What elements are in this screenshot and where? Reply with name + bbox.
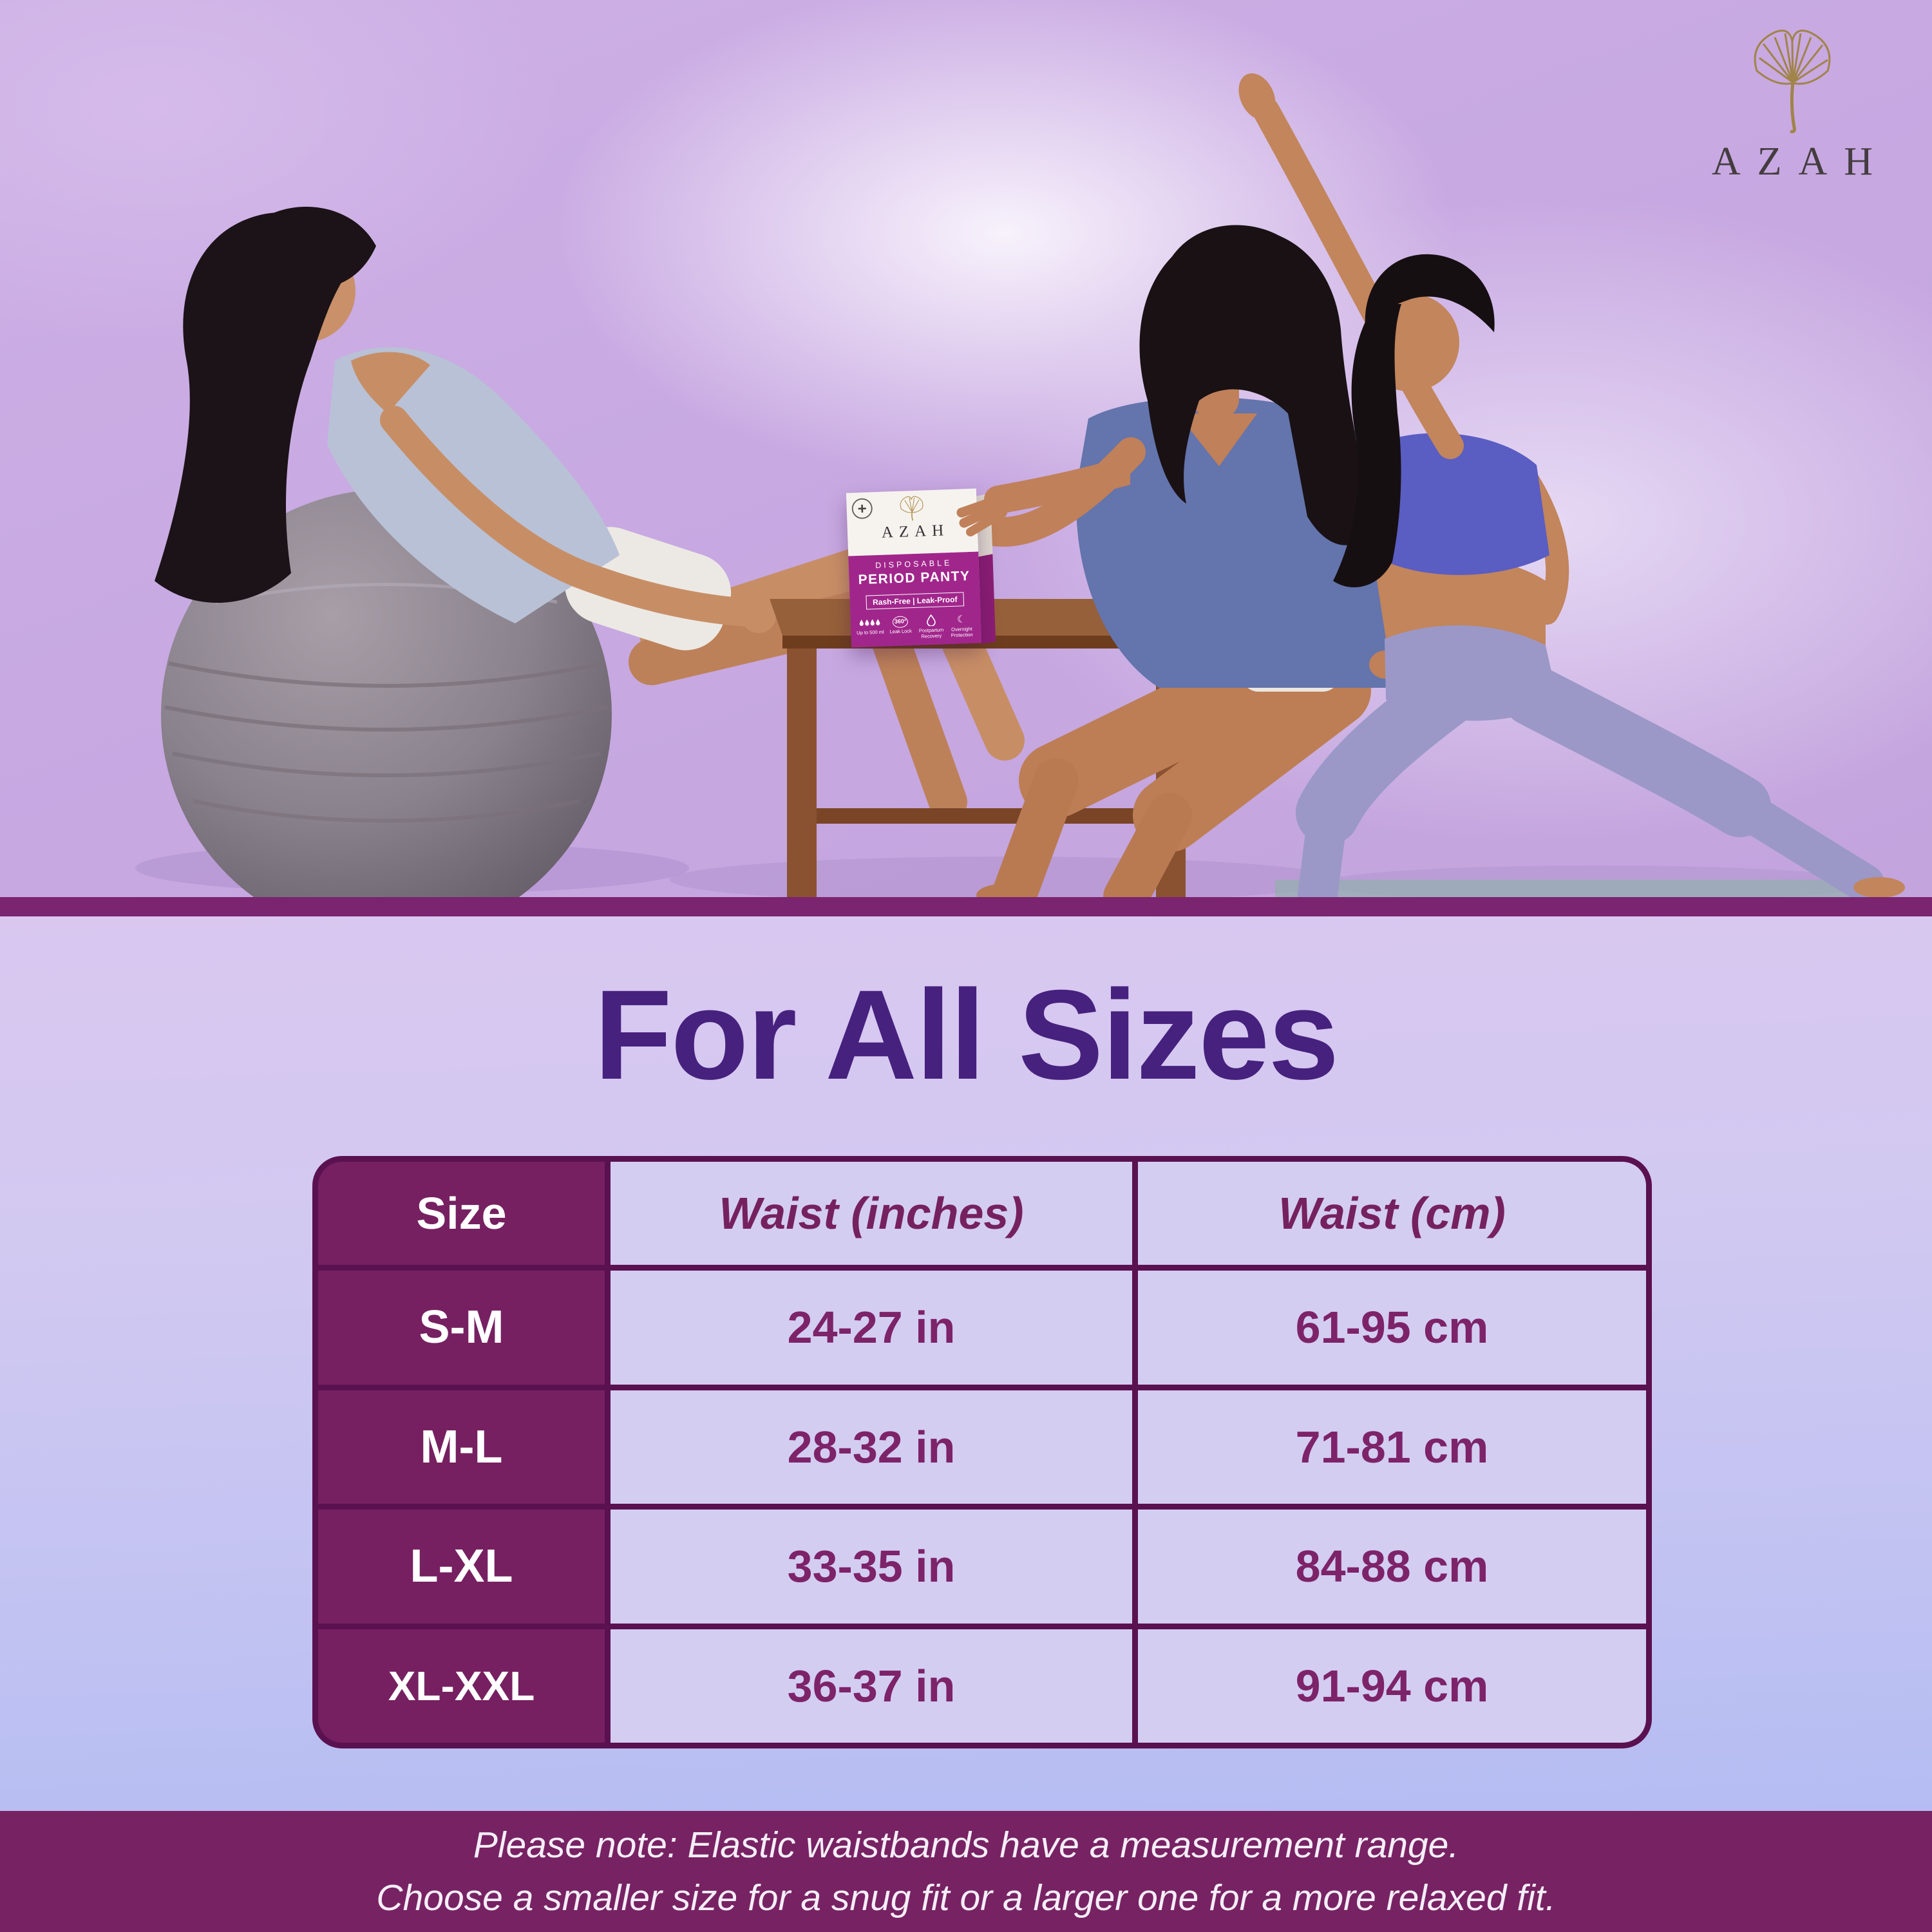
size-table: Size Waist (inches) Waist (cm) S-M 24-27… xyxy=(312,1156,1652,1748)
medical-plus-icon: + xyxy=(851,498,873,520)
divider-bar xyxy=(0,897,1932,916)
table-row-size-label: S-M xyxy=(318,1271,605,1385)
table-cell-waist-inches: 24-27 in xyxy=(611,1271,1132,1385)
table-cell-waist-inches: 33-35 in xyxy=(611,1510,1132,1624)
overnight-moon-icon: ☾ xyxy=(956,614,966,625)
ponytail xyxy=(1333,304,1401,587)
table-row-size-label: L-XL xyxy=(318,1510,605,1624)
box-feature: 360° Leak Lock xyxy=(886,614,916,641)
box-ginkgo-leaf-icon xyxy=(900,496,923,521)
note-line-2: Choose a smaller size for a snug fit or … xyxy=(376,1877,1556,1918)
note-bar: Please note: Elastic waistbands have a m… xyxy=(0,1811,1932,1932)
size-chart-section: For All Sizes Size Waist (inches) Waist … xyxy=(0,916,1932,1932)
hand-on-box xyxy=(956,456,1130,536)
table-cell-waist-inches: 36-37 in xyxy=(611,1629,1132,1743)
brand-name: AZAH xyxy=(1711,140,1890,184)
page-title: For All Sizes xyxy=(594,963,1340,1106)
table-row-size-label: XL-XXL xyxy=(318,1629,605,1743)
postpartum-drop-icon xyxy=(916,613,946,627)
table-header-size: Size xyxy=(318,1162,605,1265)
table-cell-waist-cm: 71-81 cm xyxy=(1138,1390,1646,1504)
woman-right xyxy=(1238,73,1905,897)
hero-photo-section: AZAH + AZAH DISPOSABLE PERIOD PANTY Rash xyxy=(0,0,1932,897)
brand-logo: AZAH xyxy=(1686,24,1899,185)
ginkgo-leaf-icon xyxy=(1754,30,1831,133)
table-header-waist-inches: Waist (inches) xyxy=(611,1162,1132,1265)
yoga-mat xyxy=(1275,880,1874,897)
box-feature-row: Up to 500 ml 360° Leak Lock Postpartum R… xyxy=(850,605,981,641)
hair-left-woman xyxy=(155,212,362,603)
table-header-waist-cm: Waist (cm) xyxy=(1138,1162,1646,1265)
table-cell-waist-cm: 61-95 cm xyxy=(1138,1271,1646,1385)
box-feature: ☾ Overnight Protection xyxy=(946,612,976,639)
box-feature: Up to 500 ml xyxy=(855,616,886,642)
table-cell-waist-inches: 28-32 in xyxy=(611,1390,1132,1504)
box-feature: Postpartum Recovery xyxy=(916,613,946,639)
sports-bra xyxy=(1359,433,1549,575)
hair-middle-woman xyxy=(1139,228,1376,545)
leggings xyxy=(1385,625,1558,721)
table-cell-waist-cm: 91-94 cm xyxy=(1138,1629,1646,1743)
box-title: PERIOD PANTY xyxy=(858,568,971,588)
droplets-icon xyxy=(855,616,886,630)
table-row-size-label: M-L xyxy=(318,1390,605,1504)
leak-lock-360-icon: 360° xyxy=(892,616,909,629)
note-line-1: Please note: Elastic waistbands have a m… xyxy=(473,1824,1459,1866)
product-box: + AZAH DISPOSABLE PERIOD PANTY Rash-Free… xyxy=(846,488,996,648)
table-cell-waist-cm: 84-88 cm xyxy=(1138,1510,1646,1624)
